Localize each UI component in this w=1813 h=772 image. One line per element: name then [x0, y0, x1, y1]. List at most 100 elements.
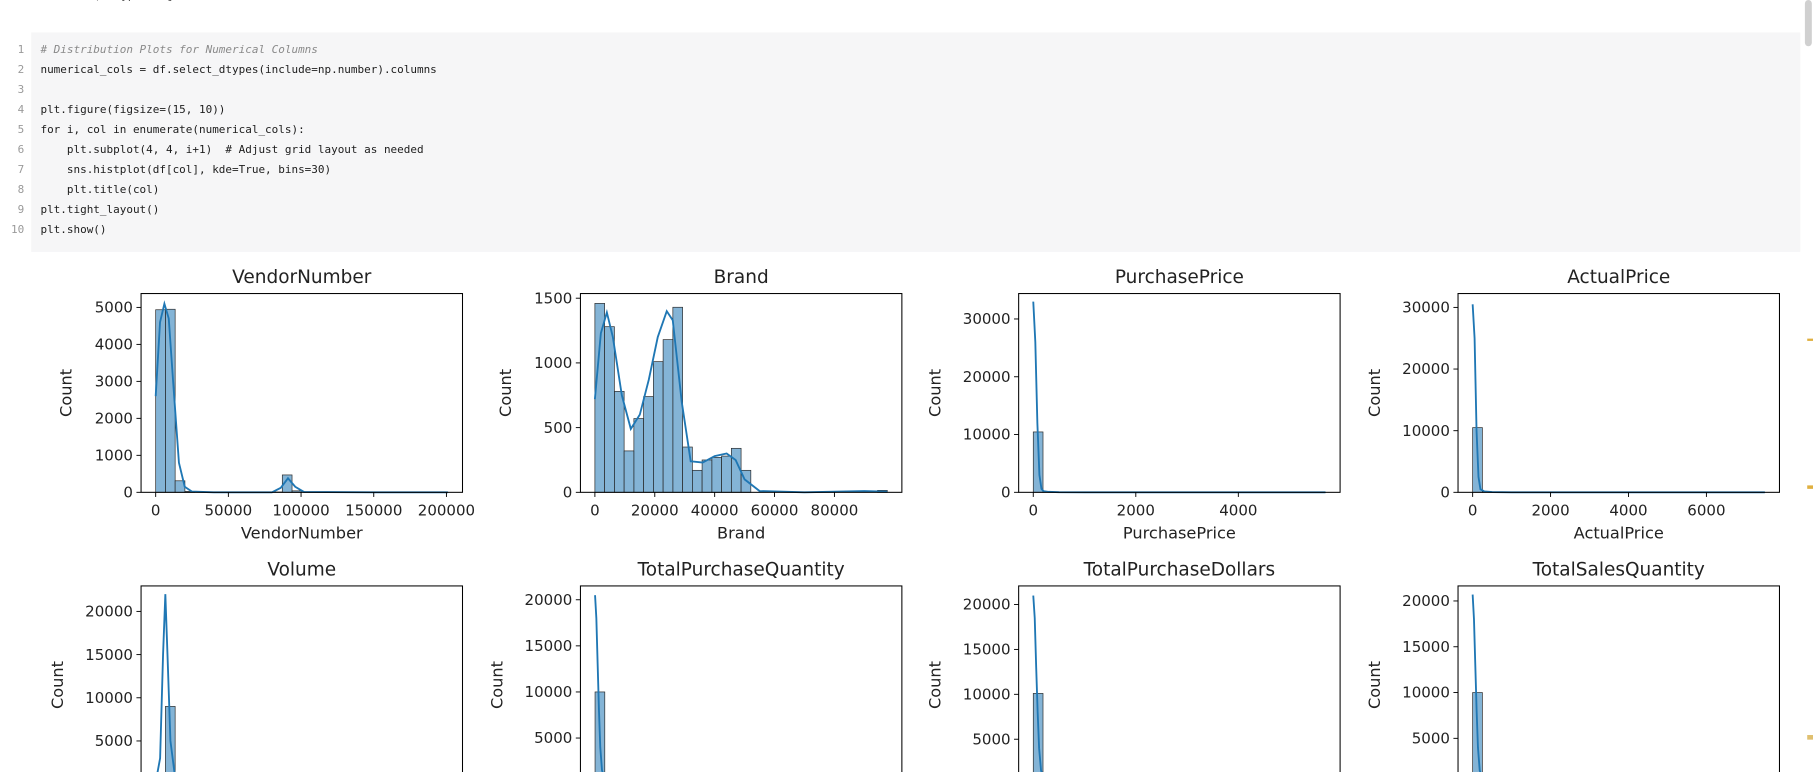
line-number: 9	[18, 203, 25, 216]
scroll-marker	[1807, 338, 1813, 341]
axes-frame	[1018, 293, 1341, 493]
histogram-bar	[633, 418, 644, 493]
y-axis-label: Count	[1365, 661, 1384, 709]
x-tick-label: 0	[590, 501, 600, 519]
y-tick-label: 15000	[1402, 638, 1450, 656]
x-tick-label: 0	[1468, 501, 1478, 519]
x-tick-label: 150000	[345, 501, 402, 519]
y-tick-label: 0	[1440, 484, 1450, 502]
scroll-marker	[1807, 485, 1813, 489]
histogram-bar	[604, 326, 615, 493]
chart-title: VendorNumber	[232, 267, 372, 288]
x-tick-label: 200000	[418, 501, 475, 519]
axes-frame	[1018, 585, 1341, 772]
code-line: plt.figure(figsize=(15, 10))	[40, 103, 225, 116]
histogram-bar	[623, 450, 635, 493]
y-axis-label: Count	[926, 369, 945, 417]
code-line: # Distribution Plots for Numerical Colum…	[39, 43, 317, 56]
y-tick-label: 2000	[95, 410, 133, 428]
axes-frame	[579, 585, 903, 772]
code-line: plt.title(col)	[40, 183, 159, 196]
line-number: 2	[18, 63, 25, 76]
chart-title: TotalSalesQuantity	[1532, 560, 1705, 581]
y-tick-label: 10000	[85, 689, 133, 707]
x-tick-label: 2000	[1117, 501, 1155, 519]
x-tick-label: 100000	[272, 501, 329, 519]
x-tick-label: 4000	[1609, 501, 1647, 519]
y-tick-label: 20000	[1402, 360, 1450, 378]
y-tick-label: 0	[563, 484, 573, 502]
kde-line	[1471, 594, 1482, 772]
axes-frame	[140, 585, 464, 772]
subplot: 5000 10000 15000 20000 Volume Count	[48, 560, 464, 772]
histogram-bar	[662, 339, 674, 493]
chart-title: Brand	[714, 267, 769, 288]
subplot: 0 500 1000 1500 0 20000 40000 60000 80000 Brand Br…	[496, 267, 903, 543]
line-number: 8	[18, 183, 25, 196]
x-tick-label: 80000	[811, 501, 859, 519]
histogram-bar	[711, 457, 722, 493]
y-tick-label: 30000	[1402, 299, 1450, 317]
y-tick-label: 20000	[525, 591, 573, 609]
scrollbar-thumb[interactable]	[1804, 0, 1812, 47]
x-axis-label: Brand	[717, 524, 765, 543]
y-axis-label: Count	[48, 661, 67, 709]
code-cell[interactable]	[31, 32, 1801, 252]
subplot: 5000 10000 15000 20000 TotalSalesQuantity Cou…	[1365, 560, 1780, 772]
line-number: 10	[11, 223, 24, 236]
y-axis-label: Count	[57, 369, 76, 417]
code-line: sns.histplot(df[col], kde=True, bins=30)	[40, 163, 331, 176]
histogram-bar	[614, 391, 625, 493]
y-tick-label: 15000	[525, 637, 573, 655]
y-axis-label: Count	[496, 369, 515, 417]
x-tick-label: 60000	[751, 501, 799, 519]
code-line: plt.subplot(4, 4, i+1) # Adjust grid lay…	[40, 143, 423, 156]
y-tick-label: 4000	[95, 336, 133, 354]
histogram-bar	[721, 455, 732, 493]
x-axis-label: VendorNumber	[241, 524, 363, 543]
line-number: 6	[18, 143, 25, 156]
y-axis-label: Count	[1365, 369, 1384, 417]
kde-line	[594, 595, 604, 772]
axes-frame	[1457, 585, 1780, 772]
chart-title: TotalPurchaseDollars	[1083, 560, 1276, 581]
y-tick-label: 10000	[963, 686, 1011, 704]
x-tick-label: 4000	[1219, 501, 1257, 519]
chart-title: PurchasePrice	[1115, 267, 1244, 288]
y-tick-label: 5000	[534, 729, 572, 747]
histogram-bar	[682, 446, 693, 493]
y-tick-label: 15000	[963, 641, 1011, 659]
code-line: plt.tight_layout()	[40, 203, 159, 216]
y-tick-label: 0	[123, 484, 133, 502]
code-lines: 1 # Distribution Plots for Numerical Colu…	[11, 43, 437, 236]
y-tick-label: 5000	[95, 732, 133, 750]
y-tick-label: 5000	[1412, 730, 1450, 748]
y-tick-label: 0	[1001, 484, 1011, 502]
subplot: 0 10000 20000 30000 0 2000 4000 6000 ActualPrice…	[1365, 267, 1780, 543]
kde-line	[1032, 595, 1043, 772]
y-tick-label: 30000	[963, 310, 1011, 328]
y-tick-label: 3000	[95, 373, 133, 391]
axes-frame	[140, 293, 464, 493]
axes-frame	[579, 293, 903, 493]
y-tick-label: 10000	[525, 683, 573, 701]
y-tick-label: 20000	[963, 596, 1011, 614]
y-tick-label: 1000	[95, 447, 133, 465]
x-tick-label: 2000	[1531, 501, 1569, 519]
y-tick-label: 500	[544, 419, 573, 437]
y-tick-label: 5000	[95, 299, 133, 317]
y-tick-label: 20000	[1402, 592, 1450, 610]
kde-line	[593, 308, 888, 494]
histogram-bar	[643, 396, 654, 493]
histogram-bar	[594, 303, 605, 493]
histogram-bar	[653, 361, 664, 493]
y-tick-label: 20000	[85, 603, 133, 621]
y-tick-label: 10000	[1402, 684, 1450, 702]
x-tick-label: 20000	[631, 501, 679, 519]
y-tick-label: 10000	[1402, 422, 1450, 440]
output-text: Name: 0, dtype: object	[49, 0, 194, 2]
